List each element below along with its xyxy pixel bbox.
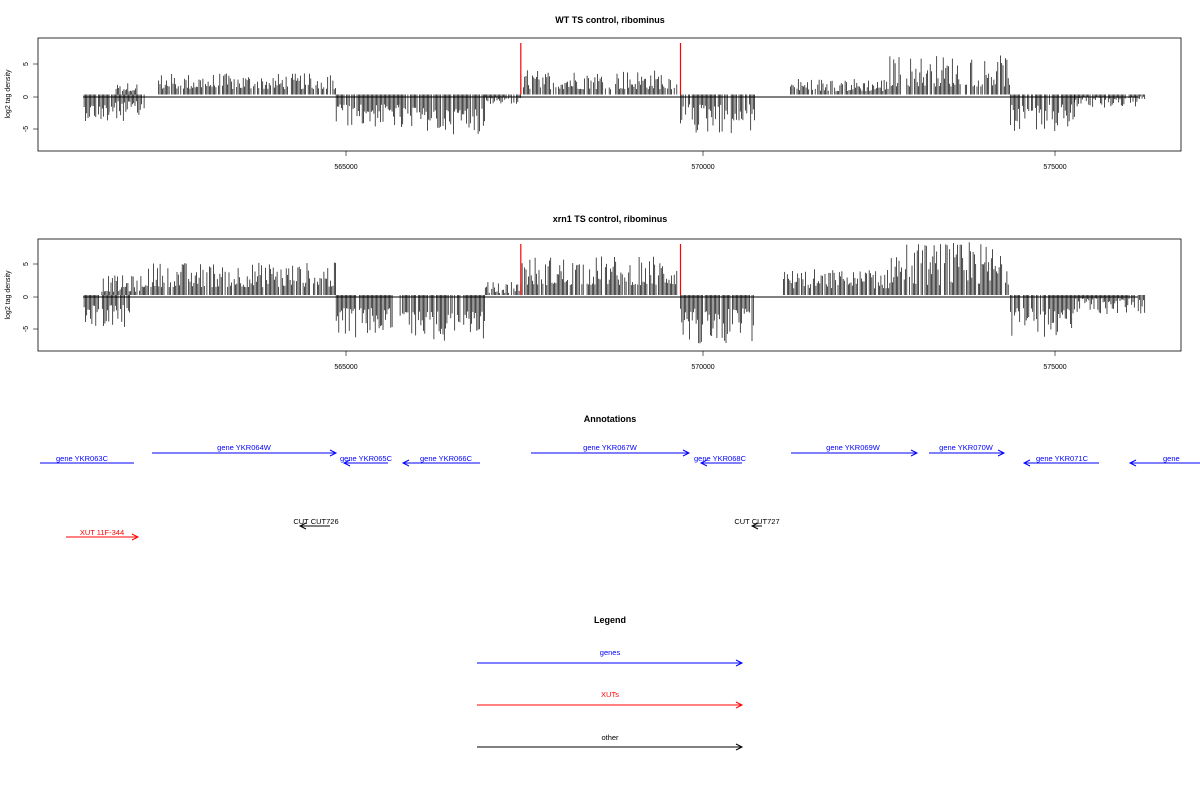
y-tick-label: -5 — [23, 326, 30, 332]
x-tick-label: 565000 — [334, 164, 357, 171]
annotation-other: CUT CUT726 — [293, 517, 339, 530]
annotations-panel: Annotations gene YKR063C gene YKR064W ge… — [40, 414, 1200, 541]
annotation-gene: gene YKR067W — [531, 443, 691, 457]
y-axis-label: log2 tag density — [5, 69, 12, 119]
y-tick-label: 0 — [23, 95, 30, 99]
legend-item-xuts: XUTs — [477, 690, 744, 709]
x-tick-label: 570000 — [691, 164, 714, 171]
annotation-gene: gene YKR063C — [40, 454, 134, 464]
annotation-label: gene YKR065C — [340, 454, 393, 463]
annotation-label: XUT 11F-344 — [80, 528, 124, 537]
x-tick-label: 570000 — [691, 364, 714, 371]
y-axis: -5 0 5 — [23, 262, 38, 332]
annotation-label: gene YKR063C — [56, 454, 109, 463]
annotation-label: CUT CUT726 — [293, 517, 338, 526]
annotation-label: gene YKR064W — [217, 443, 272, 452]
y-tick-label: 5 — [23, 62, 30, 66]
y-tick-label: 0 — [23, 295, 30, 299]
highlight-markers — [520, 43, 682, 95]
signal-bars — [83, 242, 1146, 344]
annotation-gene: gene YKR071C — [1022, 454, 1099, 467]
x-axis: 565000 570000 575000 — [334, 351, 1067, 371]
legend-label: XUTs — [601, 690, 619, 699]
x-tick-label: 575000 — [1043, 164, 1066, 171]
legend-title: Legend — [594, 615, 626, 625]
annotation-label: CUT CUT727 — [734, 517, 779, 526]
annotation-label: gene YKR069W — [826, 443, 881, 452]
track-title: WT TS control, ribominus — [555, 15, 665, 25]
annotation-label: gene YKR067W — [583, 443, 638, 452]
x-axis: 565000 570000 575000 — [334, 151, 1067, 171]
annotation-gene: gene YKR068C — [694, 454, 747, 467]
legend-label: other — [601, 733, 619, 742]
legend-item-genes: genes — [477, 648, 744, 667]
annotation-other: CUT CUT727 — [734, 517, 780, 530]
x-tick-label: 575000 — [1043, 364, 1066, 371]
y-tick-label: 5 — [23, 262, 30, 266]
highlight-markers — [520, 244, 682, 295]
signal-bars — [83, 55, 1146, 135]
track-wt: WT TS control, ribominus log2 tag densit… — [5, 15, 1182, 171]
legend-label: genes — [600, 648, 621, 657]
annotation-gene: gene YKR064W — [152, 443, 338, 457]
y-tick-label: -5 — [23, 126, 30, 132]
annotation-label: gene YKR068C — [694, 454, 747, 463]
plot-frame — [37, 37, 1182, 152]
legend: Legend genes XUTs other — [477, 615, 744, 751]
track-title: xrn1 TS control, ribominus — [553, 214, 668, 224]
annotation-gene: gene YKR066C — [401, 454, 480, 467]
annotations-title: Annotations — [584, 414, 637, 424]
annotation-label: gene YKR071C — [1036, 454, 1089, 463]
y-axis: -5 0 5 — [23, 62, 38, 132]
annotation-gene: gene YKR070W — [929, 443, 1006, 457]
plot-frame — [37, 238, 1182, 352]
annotation-gene: gene YKR069W — [791, 443, 919, 457]
annotation-xut: XUT 11F-344 — [66, 528, 140, 541]
annotation-label: gene YKR066C — [420, 454, 473, 463]
track-xrn1: xrn1 TS control, ribominus log2 tag dens… — [5, 214, 1182, 371]
legend-item-other: other — [477, 733, 744, 751]
annotation-gene: gene — [1128, 454, 1200, 467]
y-axis-label: log2 tag density — [5, 270, 12, 320]
annotation-label: gene — [1163, 454, 1180, 463]
annotation-gene: gene YKR065C — [340, 454, 393, 467]
annotation-label: gene YKR070W — [939, 443, 994, 452]
x-tick-label: 565000 — [334, 364, 357, 371]
